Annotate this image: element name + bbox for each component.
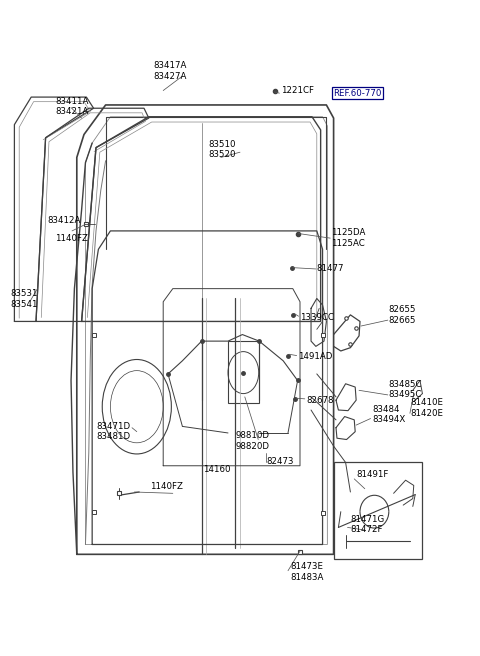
Text: 83531
83541: 83531 83541 <box>11 289 38 309</box>
Text: 82473: 82473 <box>266 457 294 466</box>
Text: 98810D
98820D: 98810D 98820D <box>235 431 269 451</box>
Text: 81410E
81420E: 81410E 81420E <box>410 398 444 418</box>
Text: 83471D
83481D: 83471D 83481D <box>96 422 130 441</box>
Text: 1221CF: 1221CF <box>281 86 314 95</box>
Text: 14160: 14160 <box>203 465 230 474</box>
Text: 81477: 81477 <box>317 264 344 274</box>
Text: 83411A
83421A: 83411A 83421A <box>55 96 89 116</box>
Bar <box>334 462 422 559</box>
Text: 83510
83520: 83510 83520 <box>209 140 236 159</box>
Text: 1140FZ: 1140FZ <box>150 482 182 491</box>
Text: 83417A
83427A: 83417A 83427A <box>154 61 187 81</box>
Text: 83412A: 83412A <box>47 216 81 225</box>
Text: 1491AD: 1491AD <box>298 352 332 361</box>
Text: 81491F: 81491F <box>356 470 388 479</box>
Text: 1140FZ: 1140FZ <box>55 234 88 243</box>
Text: 1125DA
1125AC: 1125DA 1125AC <box>331 228 366 248</box>
Text: 82655
82665: 82655 82665 <box>389 305 416 325</box>
Text: REF.60-770: REF.60-770 <box>334 89 382 98</box>
Text: 1339CC: 1339CC <box>300 313 334 322</box>
Text: 83484
83494X: 83484 83494X <box>372 405 405 424</box>
Bar <box>228 341 259 403</box>
Text: 81473E
81483A: 81473E 81483A <box>290 562 324 582</box>
Text: 82678: 82678 <box>306 396 334 405</box>
Text: 81471G
81472F: 81471G 81472F <box>350 515 384 535</box>
Text: 83485C
83495C: 83485C 83495C <box>389 380 422 400</box>
